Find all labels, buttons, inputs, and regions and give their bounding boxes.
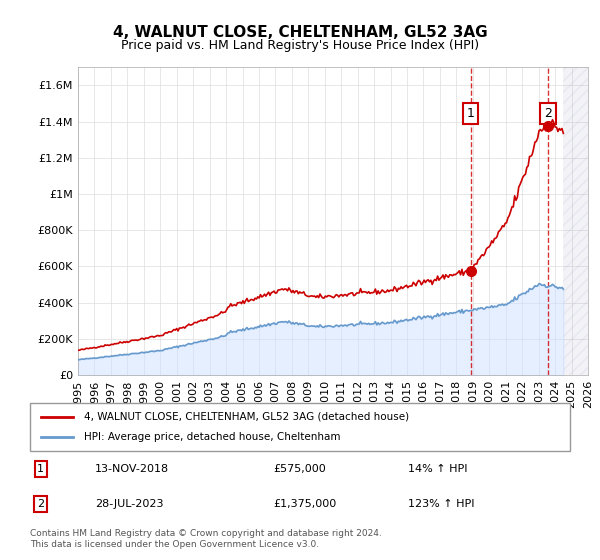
Text: £575,000: £575,000	[273, 464, 326, 474]
Text: 2: 2	[544, 107, 552, 120]
Text: HPI: Average price, detached house, Cheltenham: HPI: Average price, detached house, Chel…	[84, 432, 341, 442]
Text: 2: 2	[37, 499, 44, 509]
Text: 4, WALNUT CLOSE, CHELTENHAM, GL52 3AG (detached house): 4, WALNUT CLOSE, CHELTENHAM, GL52 3AG (d…	[84, 412, 409, 422]
Text: 1: 1	[467, 107, 475, 120]
Text: Contains HM Land Registry data © Crown copyright and database right 2024.
This d: Contains HM Land Registry data © Crown c…	[30, 529, 382, 549]
Text: 13-NOV-2018: 13-NOV-2018	[95, 464, 169, 474]
Text: 123% ↑ HPI: 123% ↑ HPI	[408, 499, 475, 509]
Text: 14% ↑ HPI: 14% ↑ HPI	[408, 464, 467, 474]
Text: 28-JUL-2023: 28-JUL-2023	[95, 499, 163, 509]
Text: £1,375,000: £1,375,000	[273, 499, 336, 509]
Bar	[563, 67, 588, 375]
Text: 4, WALNUT CLOSE, CHELTENHAM, GL52 3AG: 4, WALNUT CLOSE, CHELTENHAM, GL52 3AG	[113, 25, 487, 40]
Text: Price paid vs. HM Land Registry's House Price Index (HPI): Price paid vs. HM Land Registry's House …	[121, 39, 479, 52]
Text: 1: 1	[37, 464, 44, 474]
FancyBboxPatch shape	[30, 403, 570, 451]
